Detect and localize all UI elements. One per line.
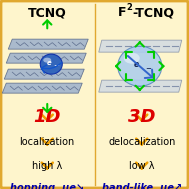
Ellipse shape: [118, 46, 162, 86]
Text: -TCNQ: -TCNQ: [132, 6, 174, 19]
FancyBboxPatch shape: [1, 1, 188, 188]
Polygon shape: [2, 83, 82, 93]
Text: band-like, μe↗: band-like, μe↗: [102, 183, 182, 189]
Polygon shape: [4, 69, 84, 79]
Text: e: e: [47, 60, 52, 66]
Polygon shape: [6, 53, 86, 63]
Ellipse shape: [124, 53, 140, 64]
Text: localization: localization: [20, 137, 75, 147]
Polygon shape: [8, 39, 88, 49]
Text: low λ: low λ: [129, 161, 154, 171]
Text: 3D: 3D: [128, 108, 156, 126]
Text: high λ: high λ: [32, 161, 62, 171]
Text: TCNQ: TCNQ: [28, 6, 67, 19]
Text: F: F: [118, 6, 127, 19]
Ellipse shape: [43, 58, 51, 63]
Text: 2: 2: [126, 3, 132, 12]
Text: hopping, μe↘: hopping, μe↘: [10, 183, 84, 189]
Text: delocalization: delocalization: [108, 137, 175, 147]
Polygon shape: [99, 40, 182, 52]
Text: 1D: 1D: [33, 108, 61, 126]
Text: e: e: [134, 60, 139, 69]
Polygon shape: [99, 80, 182, 92]
Text: −: −: [53, 63, 59, 69]
Text: −: −: [145, 66, 151, 72]
Ellipse shape: [40, 54, 62, 74]
